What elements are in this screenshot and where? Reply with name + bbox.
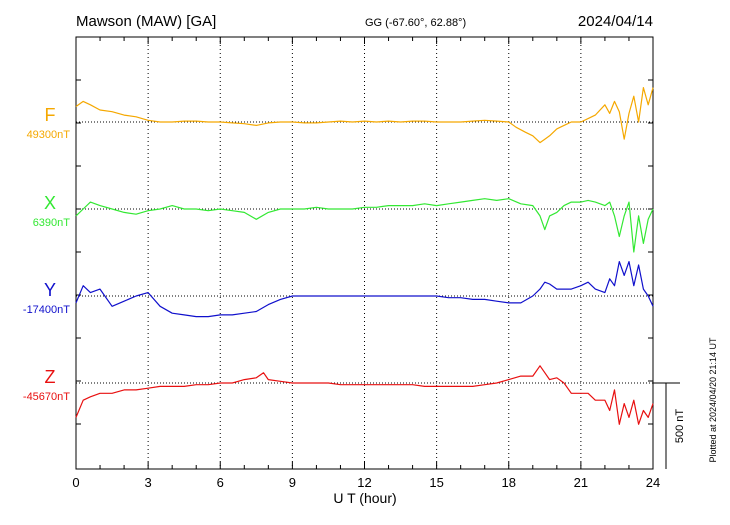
baseline-value-f: 49300nT [27, 129, 71, 141]
x-tick-label: 12 [357, 475, 371, 490]
x-axis-label: U T (hour) [333, 490, 396, 506]
x-tick-label: 9 [289, 475, 296, 490]
series-name-x: X [44, 193, 56, 213]
x-tick-label: 21 [574, 475, 588, 490]
series-line-y [75, 261, 654, 318]
vertical-grid [147, 37, 582, 469]
axis-ticks [75, 37, 654, 469]
series-lines [75, 86, 654, 425]
scale-bar-label: 500 nT [674, 409, 686, 444]
x-tick-labels: 0 3 6 9 12 15 18 21 24 [72, 475, 660, 490]
series-name-f: F [45, 105, 56, 125]
series-name-z: Z [45, 367, 56, 387]
x-tick-label: 0 [72, 475, 79, 490]
baseline-value-z: -45670nT [23, 391, 70, 403]
station-title: Mawson (MAW) [GA] [76, 13, 216, 30]
series-line-z [75, 365, 654, 425]
x-tick-label: 24 [646, 475, 660, 490]
series-line-f [75, 86, 654, 144]
x-tick-label: 15 [429, 475, 443, 490]
series-labels: F 49300nT X 6390nT Y -17400nT Z -45670nT [23, 105, 70, 403]
series-name-y: Y [44, 280, 56, 300]
plotted-timestamp: Plotted at 2024/04/20 21:14 UT [708, 337, 718, 463]
date-label: 2024/04/14 [578, 13, 653, 30]
baseline-value-y: -17400nT [23, 304, 70, 316]
baseline-value-x: 6390nT [33, 217, 71, 229]
x-tick-label: 3 [145, 475, 152, 490]
x-tick-label: 18 [502, 475, 516, 490]
series-line-x [75, 198, 654, 253]
coordinates-label: GG (-67.60°, 62.88°) [365, 17, 466, 29]
x-tick-label: 6 [217, 475, 224, 490]
